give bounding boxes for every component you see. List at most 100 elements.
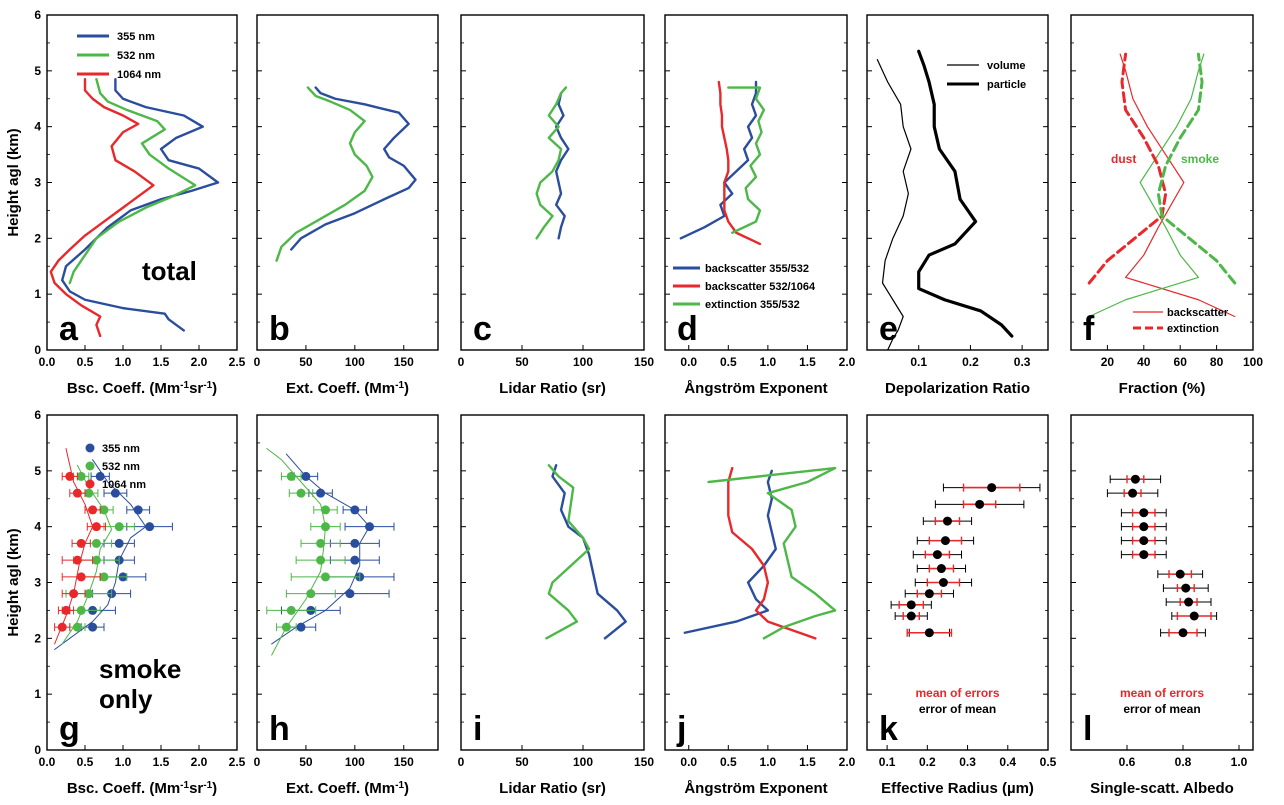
x-tick-label: 0.0: [39, 755, 56, 769]
plot-area: [54, 448, 173, 650]
series-extinction-355-532-line: [707, 466, 837, 640]
panel-d: 0.0 0.5 1.0 1.5 2.0 Ångström Exponent d backsca…: [664, 14, 856, 397]
x-axis-label: Ext. Coeff. (Mm-1): [286, 780, 409, 798]
legend-entry: backscatter: [1167, 307, 1229, 319]
series-532-nm-point: [91, 555, 101, 565]
series-355-nm-line: [271, 453, 371, 645]
annotation-error-of-mean: error of mean: [919, 702, 996, 716]
x-label-text: ): [404, 380, 409, 397]
series-355-nm-point: [296, 622, 306, 632]
series-single-scattering-albedo-point: [1139, 508, 1149, 518]
series-1064-nm-point: [61, 605, 71, 615]
y-tick-label: 3: [34, 576, 41, 590]
plot-frame: [256, 414, 439, 751]
series-single-scattering-albedo-point: [1139, 536, 1149, 546]
x-label-text: Bsc. Coeff. (Mm: [67, 780, 180, 797]
x-tick-label: 60: [1174, 355, 1188, 369]
x-tick-label: 2.5: [229, 355, 246, 369]
legend-marker: [85, 443, 95, 453]
series-355-nm-line: [61, 78, 220, 332]
series-1064-nm-point: [69, 589, 79, 599]
x-tick-label: 50: [299, 755, 313, 769]
x-tick-label: 2.0: [839, 755, 856, 769]
series-single-scattering-albedo-point: [1128, 488, 1138, 498]
panel-label: e: [879, 310, 898, 348]
series-particle-line: [917, 49, 1014, 338]
x-tick-label: 150: [634, 355, 654, 369]
series-dust-extinction-line: [1087, 52, 1168, 285]
series-532-nm-point: [91, 538, 101, 548]
panel-annotation: total: [142, 256, 197, 286]
x-label-text: Depolarization Ratio: [885, 380, 1030, 397]
x-tick-label: 0: [254, 755, 261, 769]
legend-entry: 1064 nm: [117, 69, 161, 81]
series-532-nm-point: [99, 572, 109, 582]
series-effective-radius-point: [924, 589, 934, 599]
series-single-scattering-albedo-point: [1181, 583, 1191, 593]
panel-i: 0 50 100 150 Lidar Ratio (sr) i: [458, 414, 654, 797]
x-tick-label: 50: [299, 355, 313, 369]
panel-label: k: [879, 710, 898, 748]
x-label-text: Ext. Coeff. (Mm: [286, 780, 395, 797]
series-backscatter-355-532-line: [683, 469, 777, 634]
x-tick-label: 0: [254, 355, 261, 369]
series-355-nm-line: [290, 86, 417, 251]
y-tick-label: 0: [34, 343, 41, 357]
plot-area: [876, 49, 1014, 350]
x-label-text: sr: [189, 380, 203, 397]
panel-c: 0 50 100 150 Lidar Ratio (sr) c: [458, 14, 654, 397]
series-355-nm-point: [316, 488, 326, 498]
y-tick-label: 5: [34, 64, 41, 78]
series-backscatter-355-532-line: [679, 80, 758, 240]
series-532-nm-point: [84, 488, 94, 498]
x-tick-label: 0.5: [77, 755, 94, 769]
series-effective-radius-point: [932, 550, 942, 560]
x-label-text: ): [212, 780, 217, 797]
x-label-text: Fraction (%): [1119, 380, 1206, 397]
series-355-nm-point: [301, 471, 311, 481]
x-tick-label: 0.0: [680, 755, 697, 769]
series-single-scattering-albedo-point: [1189, 611, 1199, 621]
series-355-nm-line: [551, 464, 627, 640]
x-tick-label: 2.0: [191, 755, 208, 769]
x-tick-label: 1.0: [760, 355, 777, 369]
plot-area: [679, 80, 766, 246]
series-532-nm-line: [266, 448, 326, 656]
series-single-scattering-albedo-point: [1139, 550, 1149, 560]
legend-entry: 532 nm: [117, 50, 155, 62]
series-backscatter-532-1064-line: [717, 80, 762, 246]
plot-area: [266, 448, 395, 656]
series-1064-nm-point: [65, 471, 75, 481]
x-label-superscript: -1: [395, 380, 404, 391]
series-1064-nm-point: [57, 622, 67, 632]
x-tick-label: 0.5: [77, 355, 94, 369]
x-label-text: Lidar Ratio (sr): [499, 380, 606, 397]
panel-label: d: [677, 310, 698, 348]
x-tick-label: 0.2: [919, 755, 936, 769]
plot-area: [890, 483, 1041, 638]
panel-l: 0.6 0.8 1.0 Single-scatt. Albedo l mean of er…: [1070, 414, 1254, 797]
plot-area: [49, 78, 220, 338]
series-532-nm-line: [545, 464, 591, 640]
legend-entry: 355 nm: [102, 443, 140, 455]
x-tick-label: 80: [1210, 355, 1224, 369]
legend-entry: volume: [987, 60, 1026, 72]
x-tick-label: 0.2: [962, 355, 979, 369]
series-1064-nm-point: [88, 505, 98, 515]
series-532-nm-point: [320, 572, 330, 582]
series-532-nm-point: [286, 605, 296, 615]
x-tick-label: 0: [458, 755, 465, 769]
panel-g: 0 1 2 3 4 5 6 0.0 0.5 1.0 1.5 2.0 2.5 Bsc. Coeff. (Mm…: [5, 408, 246, 797]
x-tick-label: 50: [515, 355, 529, 369]
panel-label: b: [269, 310, 290, 348]
legend-entry: 355 nm: [117, 31, 155, 43]
series-355-nm-point: [114, 538, 124, 548]
x-axis-label: Fraction (%): [1119, 380, 1206, 397]
x-tick-label: 20: [1101, 355, 1115, 369]
series-355-nm-point: [88, 622, 98, 632]
panel-label: j: [676, 710, 686, 748]
legend-entry: backscatter 532/1064: [705, 281, 816, 293]
series-backscatter-532-1064-line: [727, 466, 817, 640]
x-tick-label: 0.1: [879, 755, 896, 769]
x-tick-label: 0.1: [910, 355, 927, 369]
